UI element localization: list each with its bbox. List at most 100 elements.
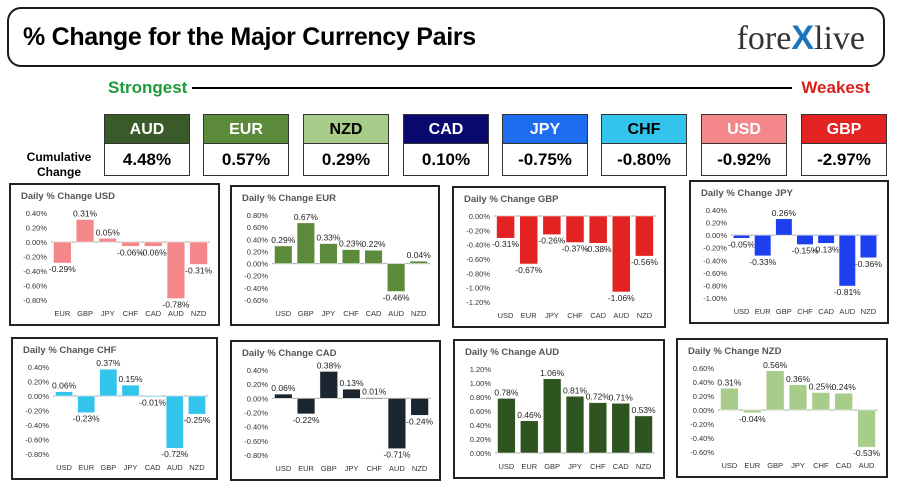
x-tick-label: EUR	[78, 463, 94, 472]
data-label: -1.06%	[608, 293, 635, 303]
bar	[834, 392, 853, 411]
data-label: 0.24%	[832, 382, 857, 392]
bar	[98, 238, 117, 243]
data-label: -0.22%	[293, 415, 320, 425]
data-label: -0.31%	[185, 265, 212, 275]
y-tick-label: 0.00%	[693, 406, 715, 415]
bar	[496, 215, 515, 239]
y-tick-label: 0.40%	[706, 206, 728, 215]
bar	[274, 393, 293, 399]
y-tick-label: 0.40%	[247, 235, 269, 244]
y-tick-label: -1.00%	[466, 284, 490, 293]
data-label: 0.29%	[271, 235, 296, 245]
x-tick-label: NZD	[191, 309, 207, 318]
x-tick-label: CHF	[343, 309, 359, 318]
y-tick-label: 0.00%	[247, 260, 269, 269]
bar	[55, 391, 73, 397]
x-tick-label: USD	[275, 464, 291, 473]
bar	[410, 398, 429, 416]
x-tick-label: CHF	[567, 311, 583, 320]
y-tick-label: 0.00%	[470, 449, 492, 458]
currency-name: JPY	[502, 114, 588, 144]
bar	[612, 215, 631, 293]
x-tick-label: NZD	[636, 462, 652, 471]
currency-name: AUD	[104, 114, 190, 144]
currency-name: USD	[701, 114, 787, 144]
y-tick-label: -0.60%	[23, 282, 47, 291]
bar	[364, 249, 383, 264]
strongest-label: Strongest	[108, 78, 188, 97]
bar	[588, 215, 608, 244]
data-label: 0.26%	[772, 208, 797, 218]
bar	[733, 234, 751, 239]
chart-title: Daily % Change AUD	[465, 347, 559, 358]
data-label: -0.25%	[183, 415, 210, 425]
chart-title: Daily % Change USD	[21, 191, 115, 202]
bar	[765, 370, 785, 411]
bar-chart: Daily % Change AUD 1.20% 1.00% 0.80% 0.60% 0.…	[465, 347, 657, 471]
data-label: -0.05%	[728, 239, 755, 249]
data-label: 0.53%	[632, 405, 657, 415]
data-label: 0.05%	[96, 227, 121, 237]
y-tick-label: -0.60%	[703, 269, 727, 278]
bar-chart: Daily % Change USD0.40%0.20%0.00%-0.20%-…	[21, 191, 213, 318]
data-label: 0.67%	[294, 212, 319, 222]
forexlive-logo: foreXlive	[737, 19, 865, 58]
x-tick-label: NZD	[861, 307, 877, 316]
y-tick-label: 0.00%	[247, 394, 269, 403]
x-tick-label: JPY	[124, 463, 138, 472]
data-label: 0.23%	[339, 239, 364, 249]
data-label: -0.36%	[855, 259, 882, 269]
x-tick-label: CHF	[797, 307, 813, 316]
chart-title: Daily % Change CHF	[23, 345, 117, 356]
x-tick-label: GBP	[321, 464, 337, 473]
bar	[817, 234, 835, 244]
data-label: 0.38%	[317, 360, 342, 370]
y-tick-label: -0.20%	[690, 420, 714, 429]
bar	[811, 392, 831, 411]
bar	[144, 241, 163, 247]
bar	[520, 420, 539, 454]
y-tick-label: -0.80%	[466, 269, 490, 278]
y-tick-label: -1.00%	[703, 294, 727, 303]
data-label: -0.56%	[631, 257, 658, 267]
currency-cumulative-value: -0.80%	[601, 144, 687, 176]
bar	[53, 241, 72, 264]
bar	[519, 215, 538, 265]
data-label: 0.06%	[271, 383, 296, 393]
data-label: 0.46%	[517, 410, 542, 420]
chart-panel: Daily % Change NZD 0.60% 0.40% 0.20% 0.00% -0…	[676, 338, 888, 478]
data-label: -0.72%	[161, 449, 188, 459]
chart-panel: Daily % Change USD 0.40% 0.20% 0.00% -0.20% -…	[9, 183, 220, 326]
data-label: -0.24%	[406, 416, 433, 426]
x-tick-label: JPY	[101, 309, 115, 318]
currency-name: NZD	[303, 114, 389, 144]
x-tick-label: AUD	[167, 463, 183, 472]
bar	[409, 260, 428, 264]
bar	[743, 409, 762, 414]
x-tick-label: JPY	[791, 461, 805, 470]
bar	[365, 397, 384, 399]
chart-title: Daily % Change JPY	[701, 188, 794, 199]
data-label: 0.31%	[73, 209, 98, 219]
logo-text-live: live	[814, 20, 865, 57]
data-label: -0.06%	[140, 247, 167, 257]
y-tick-label: -0.40%	[690, 434, 714, 443]
bar	[387, 263, 406, 292]
bar	[99, 368, 118, 397]
bar	[611, 403, 630, 454]
x-tick-label: AUD	[839, 307, 855, 316]
data-label: 1.06%	[540, 368, 565, 378]
y-tick-label: 0.20%	[693, 392, 715, 401]
bar-chart: Daily % Change GBP 0.00% -0.20% -0.40% -0.60…	[464, 194, 658, 320]
header-banner: % Change for the Major Currency Pairs fo…	[7, 7, 885, 67]
bar	[859, 234, 877, 259]
chart-title: Daily % Change GBP	[464, 194, 559, 205]
y-tick-label: 0.20%	[28, 378, 50, 387]
x-tick-label: CAD	[613, 462, 629, 471]
x-tick-label: AUD	[388, 309, 404, 318]
bar	[121, 384, 140, 397]
bar	[542, 378, 562, 454]
x-tick-label: CAD	[366, 309, 382, 318]
data-label: -0.01%	[139, 398, 166, 408]
